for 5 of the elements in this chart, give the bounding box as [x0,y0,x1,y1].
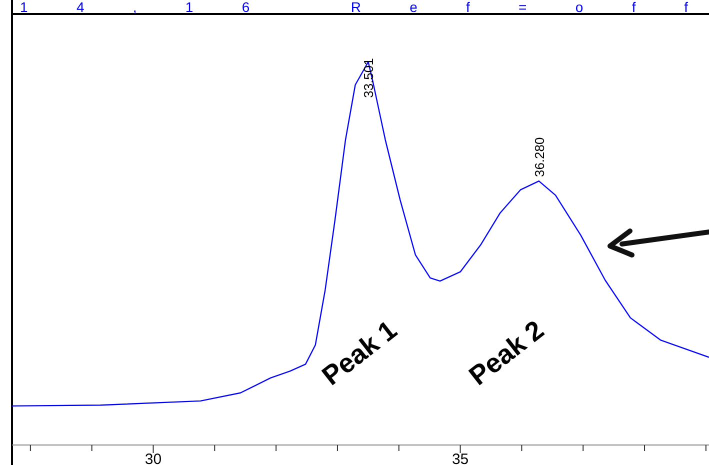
chart-title: 14,16 Ref=off [20,0,688,15]
x-tick-label: 35 [452,451,469,465]
annotation: 36.280 [532,137,547,178]
x-tick-label: 30 [144,451,162,465]
annotation: 33.501 [361,58,376,98]
